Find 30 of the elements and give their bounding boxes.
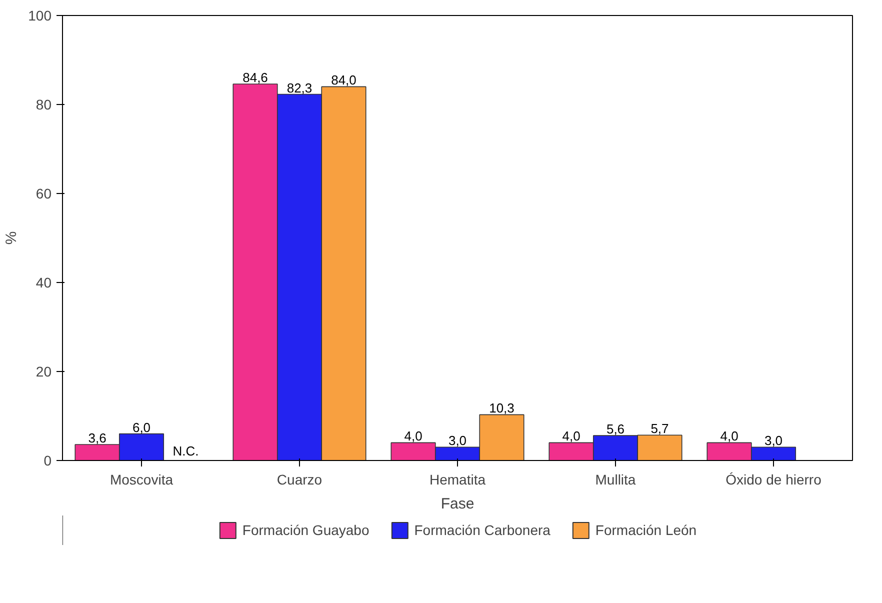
data-label: 3,0 — [448, 433, 467, 448]
data-label: 3,0 — [764, 433, 783, 448]
legend-label: Formación Carbonera — [414, 522, 550, 538]
data-label: 5,7 — [650, 421, 669, 436]
data-label: 10,3 — [489, 400, 514, 416]
data-label: 4,0 — [720, 428, 738, 444]
data-label: 4,0 — [404, 428, 422, 444]
y-tick-label: 0 — [44, 452, 52, 468]
x-axis-title: Fase — [440, 496, 474, 512]
data-label: 82,3 — [286, 80, 312, 96]
y-tick-label: 80 — [36, 96, 52, 112]
text: N.C. — [172, 444, 199, 458]
y-tick-label: 60 — [36, 186, 52, 202]
x-tick-label: Hematita — [429, 472, 486, 488]
x-tick-label: Mullita — [595, 472, 636, 488]
data-label: 6,0 — [132, 420, 151, 435]
data-label: 3,6 — [88, 430, 106, 446]
x-tick-label: Cuarzo — [276, 472, 322, 488]
y-axis-title: % — [3, 231, 20, 245]
y-tick-label: 100 — [28, 8, 52, 24]
x-tick-label: Moscovita — [110, 472, 174, 488]
data-label: 5,6 — [606, 422, 625, 437]
y-tick-label: 40 — [36, 274, 52, 290]
y-tick-label: 20 — [36, 364, 52, 380]
data-label: 84,0 — [331, 72, 356, 88]
data-label: 4,0 — [562, 428, 580, 444]
data-label: 84,6 — [242, 70, 268, 86]
x-tick-label: Óxido de hierro — [726, 472, 822, 488]
legend-label: Formación Guayabo — [242, 522, 370, 538]
legend-label: Formación León — [595, 522, 697, 538]
